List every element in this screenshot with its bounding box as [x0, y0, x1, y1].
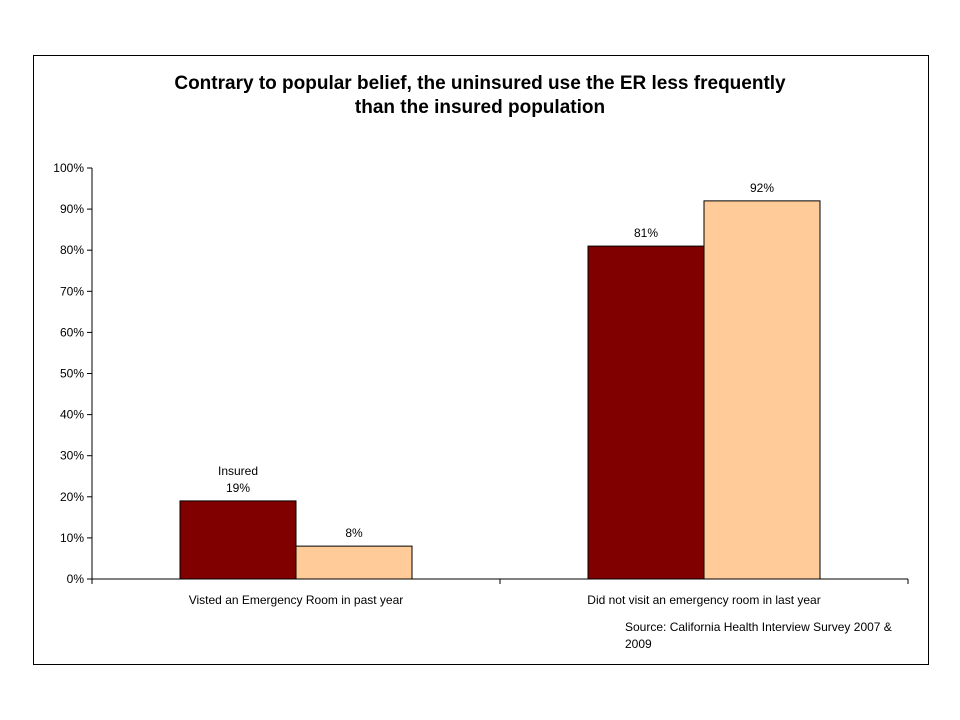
bar — [703, 200, 821, 580]
y-tick-label: 30% — [60, 449, 84, 463]
y-tick-label: 100% — [53, 161, 84, 175]
bar-data-label: 92% — [750, 181, 774, 195]
y-tick-label: 50% — [60, 367, 84, 381]
x-category-label: Did not visit an emergency room in last … — [587, 593, 820, 607]
source-note: Source: California Health Interview Surv… — [625, 619, 925, 653]
bar-data-label: 19% — [226, 481, 250, 495]
source-line-2: 2009 — [625, 637, 652, 651]
y-tick-label: 20% — [60, 490, 84, 504]
chart-title-line-2: than the insured population — [354, 97, 606, 118]
y-tick-label: 10% — [60, 531, 84, 545]
y-tick-label: 60% — [60, 325, 84, 339]
chart-title: Contrary to popular belief, the uninsure… — [0, 72, 960, 120]
bar-annotation: Insured — [218, 464, 258, 478]
x-category-label: Visted an Emergency Room in past year — [189, 593, 404, 607]
bar — [179, 500, 297, 580]
y-tick-label: 0% — [67, 572, 85, 586]
y-tick-label: 90% — [60, 202, 84, 216]
y-tick-label: 40% — [60, 408, 84, 422]
y-tick-label: 80% — [60, 243, 84, 257]
bar-data-label: 81% — [634, 226, 658, 240]
bar — [587, 245, 705, 580]
bar — [295, 545, 413, 580]
source-line-1: Source: California Health Interview Surv… — [625, 620, 892, 634]
y-tick-label: 70% — [60, 284, 84, 298]
bar-data-label: 8% — [345, 526, 363, 540]
chart-title-line-1: Contrary to popular belief, the uninsure… — [174, 73, 786, 94]
